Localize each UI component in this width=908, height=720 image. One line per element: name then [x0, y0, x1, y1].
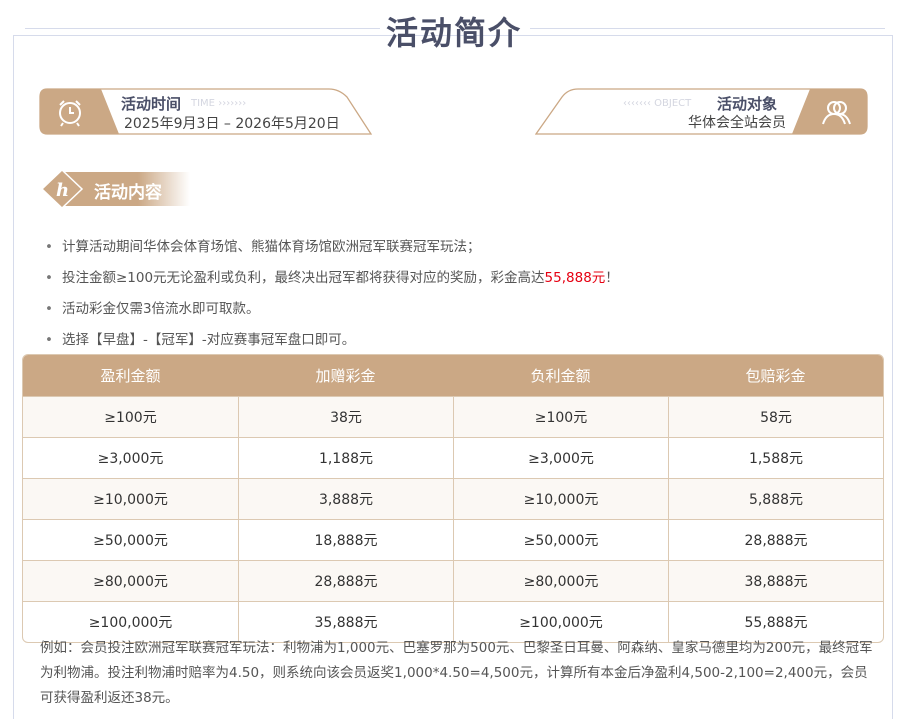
table-row: ≥80,000元 28,888元 ≥80,000元 38,888元: [23, 560, 883, 601]
object-heading: 活动对象: [717, 95, 778, 113]
table-cell: 38,888元: [668, 560, 883, 601]
reward-table: 盈利金额 加赠彩金 负利金额 包赔彩金 ≥100元 38元 ≥100元 58元 ≥3,000元…: [22, 354, 884, 643]
column-header: 负利金额: [453, 355, 668, 396]
table-cell: ≥100元: [23, 396, 238, 437]
table-cell: 28,888元: [238, 560, 453, 601]
table-cell: 1,588元: [668, 437, 883, 478]
example-note: 例如：会员投注欧洲冠军联赛冠军玩法：利物浦为1,000元、巴塞罗那为500元、巴…: [40, 640, 873, 706]
table-cell: 28,888元: [668, 519, 883, 560]
table-row: ≥100,000元 35,888元 ≥100,000元 55,888元: [23, 601, 883, 642]
table-cell: ≥50,000元: [23, 519, 238, 560]
activity-time-banner: 活动时间 TIME ››››››› 2025年9月3日 – 2026年5月20日: [39, 88, 372, 135]
content-heading: 活动内容: [94, 183, 162, 203]
rules-list: 计算活动期间华体会体育场馆、熊猫体育场馆欧洲冠军联赛冠军玩法； 投注金额≥100…: [45, 232, 619, 356]
time-deco: TIME ›››››››: [191, 98, 247, 109]
table-cell: 18,888元: [238, 519, 453, 560]
table-cell: ≥100,000元: [23, 601, 238, 642]
rule-item: 选择【早盘】-【冠军】-对应赛事冠军盘口即可。: [45, 325, 619, 356]
table-cell: ≥80,000元: [453, 560, 668, 601]
table-cell: ≥100元: [453, 396, 668, 437]
time-value: 2025年9月3日 – 2026年5月20日: [124, 116, 340, 132]
table-cell: ≥10,000元: [23, 478, 238, 519]
content-section-tag: h 活动内容: [40, 168, 190, 210]
table-row: ≥3,000元 1,188元 ≥3,000元 1,588元: [23, 437, 883, 478]
table-row: ≥10,000元 3,888元 ≥10,000元 5,888元: [23, 478, 883, 519]
rule-item: 活动彩金仅需3倍流水即可取款。: [45, 294, 619, 325]
divider: [530, 28, 885, 29]
table-cell: 1,188元: [238, 437, 453, 478]
time-heading: 活动时间: [121, 95, 182, 113]
table-cell: 5,888元: [668, 478, 883, 519]
rule-item: 计算活动期间华体会体育场馆、熊猫体育场馆欧洲冠军联赛冠军玩法；: [45, 232, 619, 263]
table-cell: 3,888元: [238, 478, 453, 519]
table-cell: ≥10,000元: [453, 478, 668, 519]
object-value: 华体会全站会员: [688, 115, 786, 131]
table-row: ≥50,000元 18,888元 ≥50,000元 28,888元: [23, 519, 883, 560]
table-cell: ≥50,000元: [453, 519, 668, 560]
rule-item: 投注金额≥100元无论盈利或负利，最终决出冠军都将获得对应的奖励，彩金高达55,…: [45, 263, 619, 294]
table-cell: 38元: [238, 396, 453, 437]
prize-highlight: 55,888元: [544, 270, 606, 286]
tag-shape: h: [40, 168, 190, 210]
column-header: 加赠彩金: [238, 355, 453, 396]
object-deco: ‹‹‹‹‹‹‹ OBJECT: [623, 98, 692, 109]
table-cell: ≥100,000元: [453, 601, 668, 642]
column-header: 包赔彩金: [668, 355, 883, 396]
table-cell: ≥3,000元: [23, 437, 238, 478]
table-row: ≥100元 38元 ≥100元 58元: [23, 396, 883, 437]
content-frame: [13, 35, 893, 719]
table-cell: ≥80,000元: [23, 560, 238, 601]
table-cell: ≥3,000元: [453, 437, 668, 478]
column-header: 盈利金额: [23, 355, 238, 396]
table-header-row: 盈利金额 加赠彩金 负利金额 包赔彩金: [23, 355, 883, 396]
alarm-clock-icon: [51, 92, 91, 132]
table-cell: 35,888元: [238, 601, 453, 642]
divider: [25, 28, 380, 29]
table-cell: 58元: [668, 396, 883, 437]
activity-object-banner: ‹‹‹‹‹‹‹ OBJECT 活动对象 华体会全站会员: [535, 88, 868, 135]
users-icon: [817, 92, 857, 132]
table-cell: 55,888元: [668, 601, 883, 642]
svg-text:h: h: [56, 180, 69, 201]
page-title: 活动简介: [385, 14, 522, 52]
